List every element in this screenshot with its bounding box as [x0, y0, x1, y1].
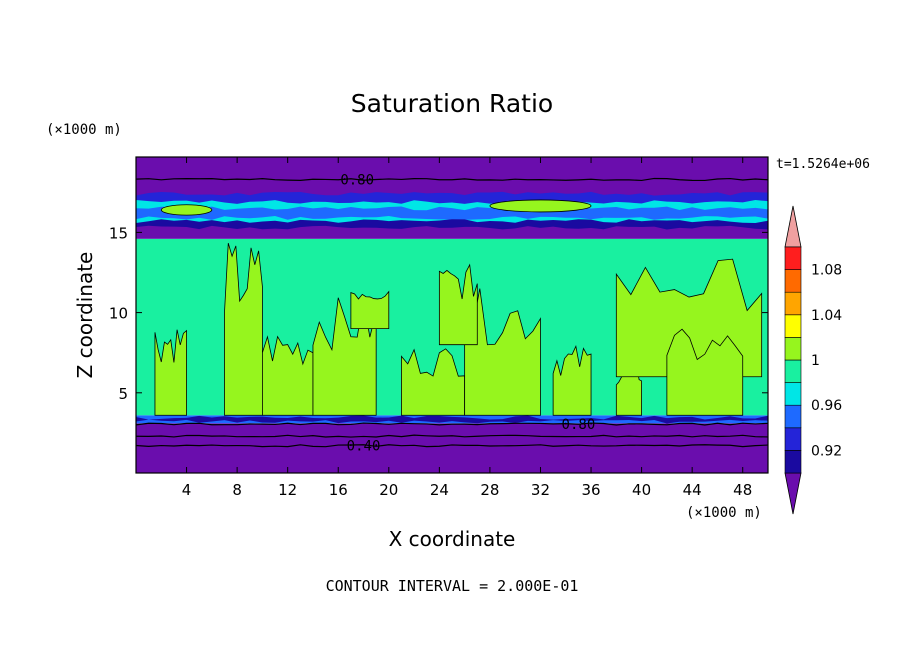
detail-band-0 [136, 206, 768, 220]
contour-label-2: 0.40 [347, 439, 381, 455]
x-tick-label: 44 [683, 481, 702, 499]
x-tick-label: 12 [278, 481, 297, 499]
x-tick-label: 28 [480, 481, 499, 499]
x-units-label: (×1000 m) [686, 505, 762, 521]
x-axis-label: X coordinate [389, 527, 516, 551]
time-label: t=1.5264e+06 [776, 157, 870, 172]
y-tick-label: 15 [109, 224, 128, 242]
band-5 [136, 157, 768, 198]
cloud-patch-9 [666, 328, 744, 416]
y-axis-label: Z coordinate [73, 252, 97, 379]
x-tick-label: 4 [182, 481, 192, 499]
cloud-patch-6 [552, 344, 592, 416]
y-units-label: (×1000 m) [46, 122, 122, 138]
colorbar-swatch [784, 359, 802, 383]
x-tick-label: 40 [632, 481, 651, 499]
colorbar-swatch [784, 382, 802, 406]
contour-line-3 [136, 444, 768, 448]
cloud-patch-2 [262, 335, 314, 416]
band-0 [136, 423, 768, 473]
cloud-patch-11 [350, 290, 390, 330]
colorbar-swatch [784, 246, 802, 270]
x-tick-label: 24 [430, 481, 449, 499]
colorbar-tick-label: 1.08 [811, 263, 842, 279]
colorbar-swatch [784, 404, 802, 429]
colorbar-tick-label: 1 [811, 353, 820, 369]
contour-field [136, 157, 768, 473]
x-tick-label: 16 [329, 481, 348, 499]
contour-line-0 [136, 177, 768, 182]
upper-cloud-1 [160, 204, 213, 216]
detail-band-2 [136, 219, 768, 230]
x-tick-label: 48 [733, 481, 752, 499]
x-tick-label: 20 [379, 481, 398, 499]
cloud-patch-0 [154, 329, 187, 416]
cloud-patch-4 [401, 348, 466, 416]
colorbar-swatch [784, 291, 802, 316]
contour-line-1 [136, 422, 768, 426]
colorbar-swatch [784, 337, 802, 361]
y-tick-label: 10 [109, 305, 128, 323]
x-tick-label: 32 [531, 481, 550, 499]
x-tick-label: 36 [581, 481, 600, 499]
colorbar-arrow-low [784, 472, 802, 515]
y-tick-label: 5 [118, 385, 128, 403]
detail-band-1 [136, 191, 768, 204]
contour-line-2 [136, 434, 768, 438]
colorbar-swatch [784, 314, 802, 338]
colorbar-tick-label: 0.92 [811, 443, 842, 459]
upper-cloud-0 [489, 199, 592, 213]
contour-label-0: 0.80 [340, 172, 374, 188]
colorbar-tick-label: 0.96 [811, 398, 842, 414]
colorbar-swatch [784, 269, 802, 293]
chart-title: Saturation Ratio [351, 89, 553, 118]
contour-label-1: 0.80 [562, 417, 596, 433]
x-tick-label: 8 [232, 481, 242, 499]
cloud-patch-10 [438, 263, 478, 346]
colorbar-swatch [784, 427, 802, 451]
detail-band-3 [136, 415, 768, 424]
colorbar: 0.92 0.96 1 1.04 1.08 [784, 205, 842, 515]
cloud-patch-1 [224, 242, 263, 416]
contour-interval-label: CONTOUR INTERVAL = 2.000E-01 [326, 577, 579, 595]
colorbar-swatch [784, 450, 802, 474]
colorbar-tick-label: 1.04 [811, 308, 842, 324]
colorbar-arrow-high [784, 205, 802, 248]
plot-frame [135, 156, 769, 474]
